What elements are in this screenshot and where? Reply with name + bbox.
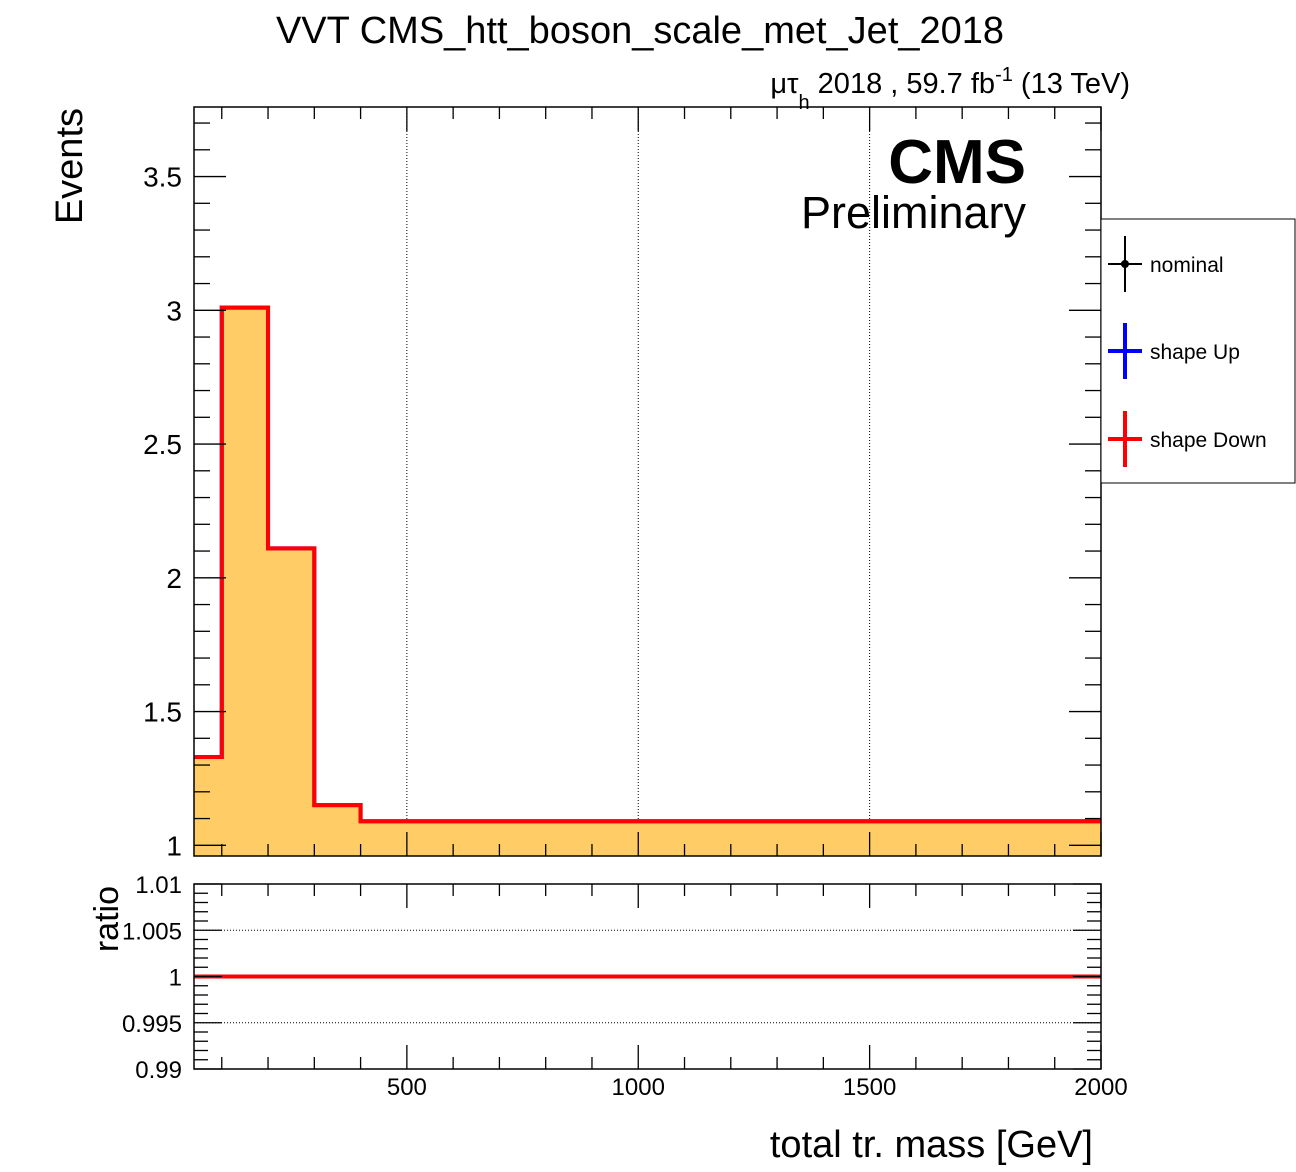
legend-label: shape Up (1150, 341, 1240, 364)
legend-items: nominal shape Up shape Down (1108, 236, 1267, 467)
energy-text: (13 TeV) (1013, 68, 1130, 100)
cms-preliminary-label: Preliminary (801, 187, 1027, 238)
main-y-axis: 1 1.5 2 2.5 3 3.5 (143, 122, 1101, 861)
x-tick-label: 500 (387, 1074, 427, 1101)
main-y-tick-label: 1 (166, 830, 182, 861)
main-y-tick-label: 2 (166, 563, 182, 594)
legend-item-shape-up: shape Up (1108, 323, 1240, 379)
shape-up-series-line (194, 305, 1101, 824)
ratio-y-tick-label: 1.005 (122, 918, 182, 945)
ratio-y-axis-title: ratio (88, 886, 126, 952)
main-pad: 1 1.5 2 2.5 3 3.5 (143, 106, 1102, 861)
main-y-tick-label: 1.5 (143, 697, 182, 728)
main-y-tick-label: 2.5 (143, 429, 182, 460)
ratio-y-axis: 0.99 0.995 1 1.005 1.01 (122, 872, 1101, 1084)
legend-marker-dot (1121, 260, 1129, 268)
chart-title: VVT CMS_htt_boson_scale_met_Jet_2018 (276, 10, 1004, 52)
main-x-ticks (221, 107, 1102, 856)
legend-label: shape Down (1150, 429, 1267, 452)
x-axis-title: total tr. mass [GeV] (770, 1124, 1093, 1166)
main-y-tick-label: 3 (166, 295, 182, 326)
channel-tau: τ (787, 68, 799, 100)
ratio-y-tick-label: 0.995 (122, 1011, 182, 1038)
x-tick-label: 1000 (612, 1074, 665, 1101)
channel-subscript: h (799, 92, 810, 114)
main-histograms (194, 305, 1101, 856)
x-tick-label: 1500 (843, 1074, 896, 1101)
legend-item-nominal: nominal (1108, 236, 1224, 292)
ratio-y-tick-label: 0.99 (135, 1057, 182, 1084)
x-tick-label: 2000 (1074, 1074, 1127, 1101)
legend-item-shape-down: shape Down (1108, 411, 1267, 467)
cms-label: CMS (888, 128, 1026, 197)
channel-mu: μ (770, 68, 787, 100)
nominal-series-line (194, 306, 1101, 822)
shape-down-series-line (194, 305, 1101, 824)
main-x-grid (406, 107, 871, 856)
main-y-axis-title: Events (49, 108, 91, 224)
main-y-tick-label: 3.5 (143, 162, 182, 193)
lumi-header: μτh 2018 , 59.7 fb-1 (13 TeV) (770, 64, 1130, 114)
legend: nominal shape Up shape Down (1100, 218, 1296, 484)
ratio-y-tick-label: 1.01 (135, 872, 182, 899)
ratio-pad: 0.99 0.995 1 1.005 1.01 500 1000 1500 2000 (122, 872, 1128, 1101)
nominal-fill-area (194, 307, 1101, 856)
legend-label: nominal (1150, 254, 1224, 277)
x-axis: 500 1000 1500 2000 (221, 884, 1128, 1101)
lumi-text: 2018 , 59.7 fb (810, 68, 995, 100)
ratio-y-tick-label: 1 (169, 965, 182, 992)
lumi-superscript: -1 (995, 64, 1013, 86)
